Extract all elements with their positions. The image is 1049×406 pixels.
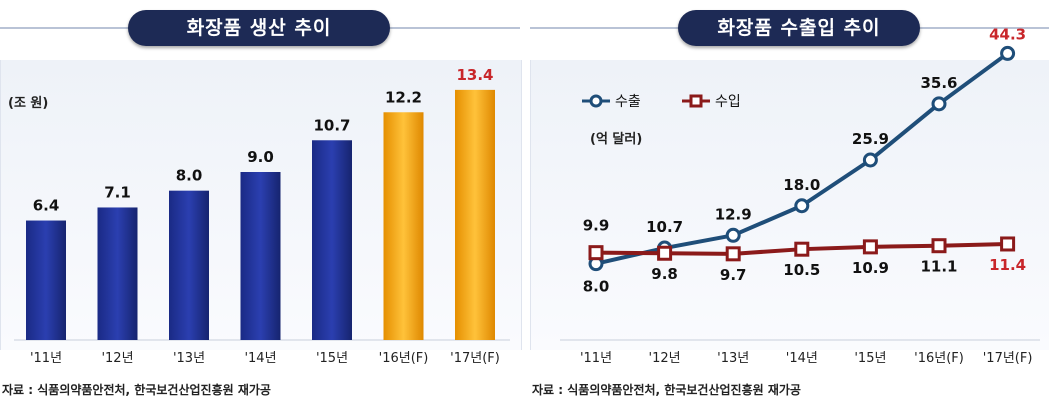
bar	[312, 140, 352, 340]
import-value-label: 10.9	[852, 259, 889, 277]
x-tick-label: '16년(F)	[379, 351, 429, 366]
import-value-label: 9.9	[583, 217, 610, 235]
bar-value-label: 7.1	[104, 183, 131, 201]
x-tick-label: '15년	[316, 351, 348, 366]
production-chart-panel: 화장품 생산 추이 (조 원) 6.4 '11년 7.1 '12년 8.0 '13년 9.0…	[0, 0, 522, 406]
export-point	[725, 227, 741, 243]
x-tick-label: '12년	[649, 351, 681, 366]
bar	[455, 89, 495, 340]
trade-chart-panel: 화장품 수출입 추이 (억 달러) 수출 수입 8.0 10.7 12.9 18.0 25.…	[530, 0, 1049, 406]
bar-value-label: 12.2	[385, 88, 422, 106]
x-tick-label: '17년(F)	[983, 351, 1033, 366]
import-value-label: 11.1	[920, 258, 957, 276]
source-note: 자료 : 식품의약품안전처, 한국보건산업진흥원 재가공	[532, 383, 801, 397]
export-value-label: 12.9	[715, 205, 752, 223]
bar	[97, 207, 138, 340]
x-tick-label: '14년	[244, 351, 276, 366]
line-chart: 수출 수입 8.0 10.7 12.9 18.0 25.9 35.6 44.3 9.9 9.8 9.7…	[560, 25, 1040, 366]
export-value-label: 10.7	[646, 218, 683, 236]
export-point	[931, 96, 947, 112]
export-value-label: 25.9	[852, 130, 889, 148]
chart-title: 화장품 수출입 추이	[678, 10, 920, 46]
bar-value-label: 13.4	[456, 66, 493, 84]
x-tick-label: '17년(F)	[450, 351, 500, 366]
bar	[26, 220, 66, 340]
import-point	[862, 239, 878, 255]
legend-label: 수입	[715, 94, 741, 110]
plot-area	[530, 60, 1049, 350]
import-value-label: 9.7	[720, 266, 747, 284]
legend-label: 수출	[615, 94, 641, 110]
import-value-label: 10.5	[783, 261, 820, 279]
x-tick-label: '13년	[717, 351, 749, 366]
source-note: 자료 : 식품의약품안전처, 한국보건산업진흥원 재가공	[2, 383, 271, 397]
bar-value-label: 9.0	[247, 148, 274, 166]
import-value-label: 9.8	[651, 265, 678, 283]
x-tick-label: '11년	[30, 351, 62, 366]
bar	[383, 112, 424, 341]
bar-value-label: 8.0	[176, 167, 203, 185]
export-value-label: 35.6	[920, 74, 957, 92]
unit-label: (조 원)	[8, 96, 49, 111]
export-point	[1000, 45, 1016, 61]
x-tick-label: '12년	[101, 351, 133, 366]
bar-value-label: 6.4	[33, 197, 60, 215]
chart-title: 화장품 생산 추이	[128, 10, 390, 46]
legend: 수출 수입	[582, 94, 741, 110]
import-point	[725, 246, 741, 262]
bar	[240, 172, 281, 340]
export-value-label: 18.0	[783, 176, 820, 194]
bar-chart: 6.4 '11년 7.1 '12년 8.0 '13년 9.0 '14년 10.7 '15년 12.2…	[14, 66, 510, 366]
import-point	[588, 245, 604, 261]
import-point	[1000, 236, 1016, 252]
import-value-label: 11.4	[989, 256, 1026, 274]
export-value-label: 44.3	[989, 25, 1026, 43]
x-tick-label: '14년	[786, 351, 818, 366]
import-point	[931, 238, 947, 254]
export-point	[862, 152, 878, 168]
import-point	[657, 245, 673, 261]
bar-value-label: 10.7	[313, 116, 350, 134]
x-tick-label: '15년	[854, 351, 886, 366]
x-tick-label: '16년(F)	[914, 351, 964, 366]
import-point	[794, 241, 810, 257]
bar	[169, 190, 209, 340]
unit-label: (억 달러)	[590, 132, 643, 147]
x-tick-label: '11년	[580, 351, 612, 366]
export-point	[794, 198, 810, 214]
export-value-label: 8.0	[583, 278, 610, 296]
x-tick-label: '13년	[173, 351, 205, 366]
